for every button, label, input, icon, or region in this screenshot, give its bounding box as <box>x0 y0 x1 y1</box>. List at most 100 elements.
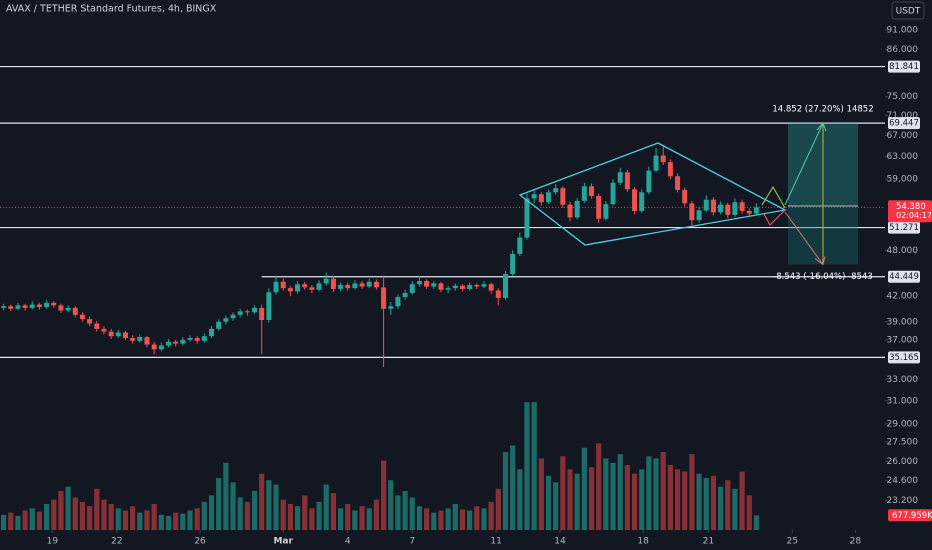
x-tick-label: 22 <box>111 537 122 547</box>
volume-bar <box>144 510 150 530</box>
level-label: 81.841 <box>889 62 919 72</box>
candle-body <box>696 210 702 221</box>
candle-body <box>130 338 136 341</box>
currency-label[interactable]: USDT <box>896 7 921 17</box>
volume-bar <box>596 443 602 530</box>
candle-body <box>295 284 301 292</box>
candle-body <box>581 186 587 201</box>
volume-bar <box>696 473 702 530</box>
candle-body <box>230 314 236 319</box>
volume-bar <box>137 512 143 530</box>
candle-body <box>617 172 623 183</box>
volume-bar <box>359 506 365 530</box>
volume-bar <box>603 458 609 530</box>
volume-bar <box>194 508 200 530</box>
candle-body <box>488 284 494 291</box>
candle-body <box>653 155 659 171</box>
position-layer: 14.852 (27.20%) 14852 -8.543 (-16.04%) -8… <box>772 105 873 282</box>
volume-bar <box>230 482 236 530</box>
candle-body <box>44 302 50 308</box>
candle-body <box>345 284 351 289</box>
candle-body <box>244 311 250 313</box>
volume-layer <box>0 402 760 530</box>
volume-bar <box>51 499 57 530</box>
last-price-label: 54.380 <box>896 202 926 212</box>
candle-body <box>94 323 100 329</box>
y-tick-label: 67.000 <box>887 131 919 141</box>
candle-body <box>431 283 437 287</box>
volume-bar <box>717 486 724 530</box>
level-label-box <box>888 270 920 283</box>
candle-body <box>72 307 78 315</box>
candle-body <box>22 305 28 308</box>
candle-body <box>8 306 14 309</box>
y-tick-label: 48.000 <box>887 246 919 256</box>
candle-body <box>101 328 107 332</box>
y-tick-label: 37.000 <box>887 335 919 345</box>
candle-body <box>216 321 222 329</box>
volume-bar <box>101 499 107 530</box>
arrow-down-head <box>814 256 826 266</box>
candle-body <box>15 305 21 309</box>
profit-label: 14.852 (27.20%) 14852 <box>772 105 873 115</box>
y-tick-label: 39.000 <box>887 317 919 327</box>
volume-bar <box>165 515 172 530</box>
volume-bar <box>223 462 229 530</box>
projection-down <box>763 209 786 226</box>
candle-body <box>359 283 365 287</box>
candle-body <box>409 284 415 293</box>
volume-bar <box>8 512 14 530</box>
candle-body <box>87 319 93 324</box>
volume-bar <box>431 512 437 530</box>
candle-body <box>223 318 229 322</box>
level-label: 35.165 <box>889 353 919 363</box>
x-tick-label: 21 <box>703 537 714 547</box>
y-tick-label: 23.200 <box>887 496 919 506</box>
volume-bar <box>287 504 293 530</box>
candle-body <box>682 189 688 204</box>
volume-bar <box>208 495 215 530</box>
candle-body <box>445 288 451 290</box>
candle-body <box>338 284 344 289</box>
candle-body <box>352 283 358 289</box>
volume-bar <box>409 497 415 530</box>
candle-body <box>29 304 35 308</box>
currency-button[interactable] <box>891 1 925 20</box>
volume-bar <box>531 402 537 530</box>
candle-body <box>725 204 731 215</box>
volume-bar <box>180 513 186 530</box>
projection-up <box>761 185 786 209</box>
candle-body <box>510 253 516 275</box>
volume-bar <box>323 484 329 530</box>
volume-bar <box>574 473 580 530</box>
volume-bar <box>624 465 630 530</box>
candle-body <box>302 284 308 288</box>
volume-bar <box>36 511 43 530</box>
candle-body <box>624 172 630 190</box>
candle-body <box>137 337 143 341</box>
y-tick-label: 29.000 <box>887 419 919 429</box>
volume-bar <box>302 495 308 530</box>
volume-bar <box>545 475 552 530</box>
volume-bar <box>567 469 573 530</box>
candle-body <box>632 189 638 212</box>
candle-body <box>481 284 487 287</box>
volume-bar <box>259 473 265 530</box>
volume-bar <box>65 486 71 530</box>
volume-bar <box>639 469 645 530</box>
volume-bar <box>560 456 566 530</box>
volume-bar <box>251 491 258 530</box>
candle-body <box>732 202 738 215</box>
volume-bar <box>467 510 473 530</box>
candle-body <box>718 204 724 213</box>
last-price-box <box>888 200 932 223</box>
level-label-box <box>888 117 920 130</box>
candle-body <box>209 328 215 337</box>
candle-body <box>424 281 430 287</box>
candle-body <box>560 188 566 205</box>
x-tick-label: 25 <box>787 537 798 547</box>
volume-bar <box>151 504 157 530</box>
candle-body <box>660 155 666 163</box>
